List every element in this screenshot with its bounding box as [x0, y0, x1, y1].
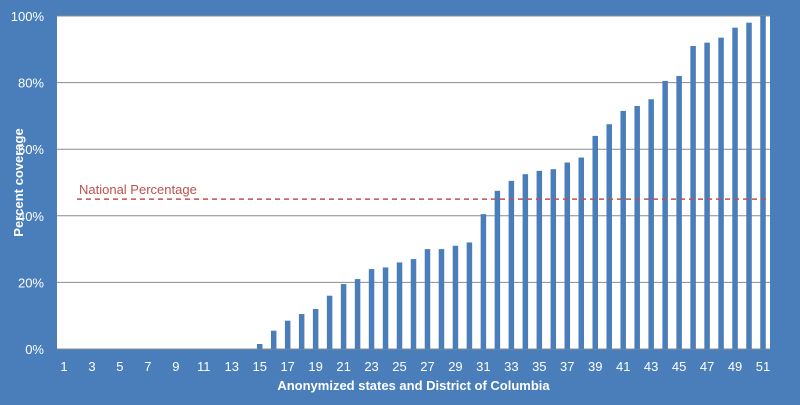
x-tick-label: 5: [116, 359, 123, 374]
bar-35: [536, 170, 543, 349]
x-tick-label: 37: [560, 359, 574, 374]
bar-39: [592, 135, 598, 349]
bar-43: [648, 99, 654, 349]
bar-34: [522, 174, 529, 349]
bar-21: [340, 284, 347, 349]
bar-17: [284, 320, 291, 349]
bar-29: [452, 245, 459, 349]
bar-40: [606, 124, 612, 349]
x-tick-label: 15: [252, 359, 266, 374]
x-tick-label: 13: [225, 359, 239, 374]
y-tick-label: 40%: [18, 209, 44, 224]
bar-24: [382, 267, 389, 349]
bar-31: [480, 214, 487, 349]
y-tick-label: 0%: [25, 342, 44, 357]
y-tick-label: 60%: [18, 142, 44, 157]
x-tick-label: 45: [672, 359, 686, 374]
y-tick-labels: 0% 20% 40% 60% 80% 100%: [11, 9, 45, 357]
bar-51: [760, 16, 766, 349]
bar-28: [438, 249, 445, 349]
bar-49: [732, 27, 738, 350]
bar-15: [256, 344, 263, 349]
y-tick-label: 100%: [11, 9, 45, 24]
bar-30: [466, 242, 473, 349]
x-tick-label: 11: [197, 359, 211, 374]
x-tick-label: 25: [392, 359, 406, 374]
x-tick-label: 43: [644, 359, 658, 374]
bar-33: [508, 180, 515, 349]
bar-18: [298, 314, 305, 349]
x-tick-label: 9: [172, 359, 179, 374]
bar-50: [746, 22, 752, 349]
bar-47: [704, 42, 710, 349]
y-tick-label: 20%: [18, 275, 44, 290]
y-tick-label: 80%: [18, 76, 44, 91]
x-tick-label: 49: [728, 359, 742, 374]
bar-22: [354, 279, 361, 349]
x-tick-label: 17: [280, 359, 294, 374]
x-tick-label: 31: [476, 359, 490, 374]
x-tick-label: 19: [308, 359, 322, 374]
x-tick-label: 23: [364, 359, 378, 374]
x-tick-label: 7: [144, 359, 151, 374]
bar-48: [718, 37, 724, 350]
bar-26: [410, 259, 417, 349]
bar-44: [662, 80, 668, 349]
x-tick-label: 27: [420, 359, 434, 374]
x-tick-label: 1: [60, 359, 67, 374]
x-tick-labels: 1 3 5 7 9 11 13 15 17 19 21 23 25 27 29 31 33 35 37 39 41 43 4…: [60, 359, 770, 374]
national-percentage-label: National Percentage: [79, 182, 197, 197]
y-axis-title: Percent coverage: [11, 128, 26, 236]
x-tick-label: 33: [504, 359, 518, 374]
bar-20: [326, 295, 333, 349]
bar-19: [312, 309, 319, 349]
bar-25: [396, 262, 403, 349]
x-tick-label: 35: [532, 359, 546, 374]
bar-32: [494, 190, 501, 349]
bar-46: [690, 45, 696, 349]
bar-16: [270, 330, 277, 349]
x-tick-label: 51: [756, 359, 770, 374]
bar-38: [578, 157, 585, 349]
x-tick-label: 39: [588, 359, 602, 374]
bar-36: [550, 169, 557, 349]
x-tick-label: 47: [700, 359, 714, 374]
x-tick-label: 3: [88, 359, 95, 374]
bar-42: [634, 105, 640, 349]
bar-27: [424, 249, 431, 349]
x-tick-label: 29: [448, 359, 462, 374]
bar-45: [676, 75, 682, 349]
x-tick-label: 41: [616, 359, 630, 374]
bars: [256, 16, 766, 350]
bar-41: [620, 110, 626, 349]
bar-37: [564, 162, 571, 349]
bar-23: [368, 269, 375, 349]
x-tick-label: 21: [336, 359, 350, 374]
reference-line-group: National Percentage: [77, 182, 766, 200]
x-axis-title: Anonymized states and District of Columb…: [277, 378, 550, 393]
